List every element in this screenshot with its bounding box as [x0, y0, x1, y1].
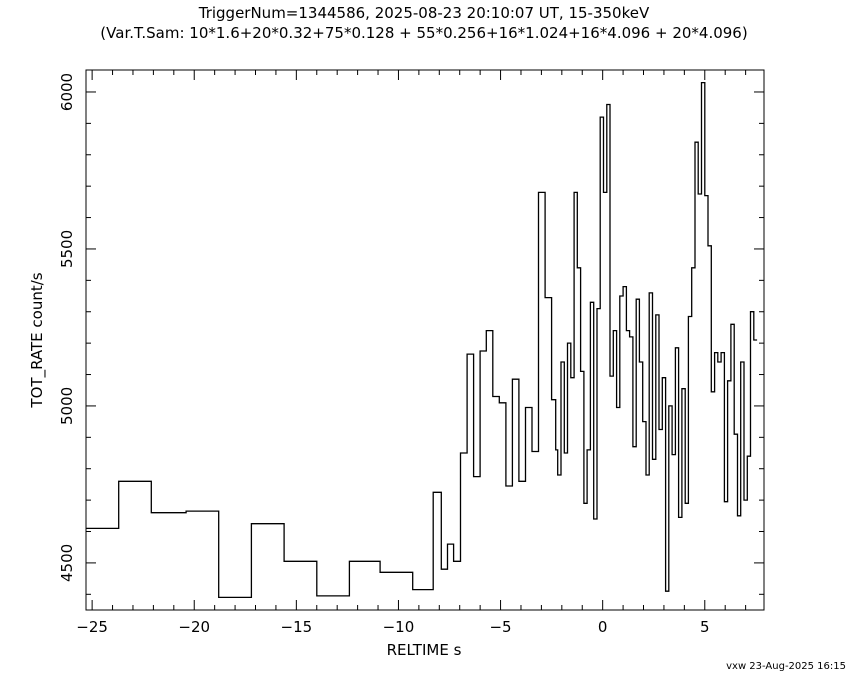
footer-timestamp: vxw 23-Aug-2025 16:15 — [726, 661, 846, 672]
x-tick-label: −20 — [178, 618, 210, 636]
axis-ticks — [86, 70, 764, 610]
x-tick-label: 0 — [598, 618, 608, 636]
chart-subtitle: (Var.T.Sam: 10*1.6+20*0.32+75*0.128 + 55… — [100, 24, 747, 42]
x-tick-label: −15 — [281, 618, 313, 636]
y-tick-label: 5500 — [58, 230, 76, 268]
rate-step-line — [86, 81, 758, 599]
x-tick-label: 5 — [700, 618, 710, 636]
y-tick-label: 5000 — [58, 387, 76, 425]
plot-frame — [85, 69, 765, 611]
x-tick-label: −5 — [489, 618, 511, 636]
x-tick-label: −25 — [76, 618, 108, 636]
y-tick-label: 6000 — [58, 73, 76, 111]
chart-title: TriggerNum=1344586, 2025-08-23 20:10:07 … — [198, 4, 650, 22]
y-tick-label: 4500 — [58, 544, 76, 582]
y-axis-label: TOT_RATE count/s — [28, 272, 47, 408]
x-axis-label: RELTIME s — [387, 641, 462, 659]
tick-labels: −25 −20 −15 −10 −5 0 5 4500 5000 5500 6000 — [58, 73, 710, 636]
x-tick-label: −10 — [383, 618, 415, 636]
